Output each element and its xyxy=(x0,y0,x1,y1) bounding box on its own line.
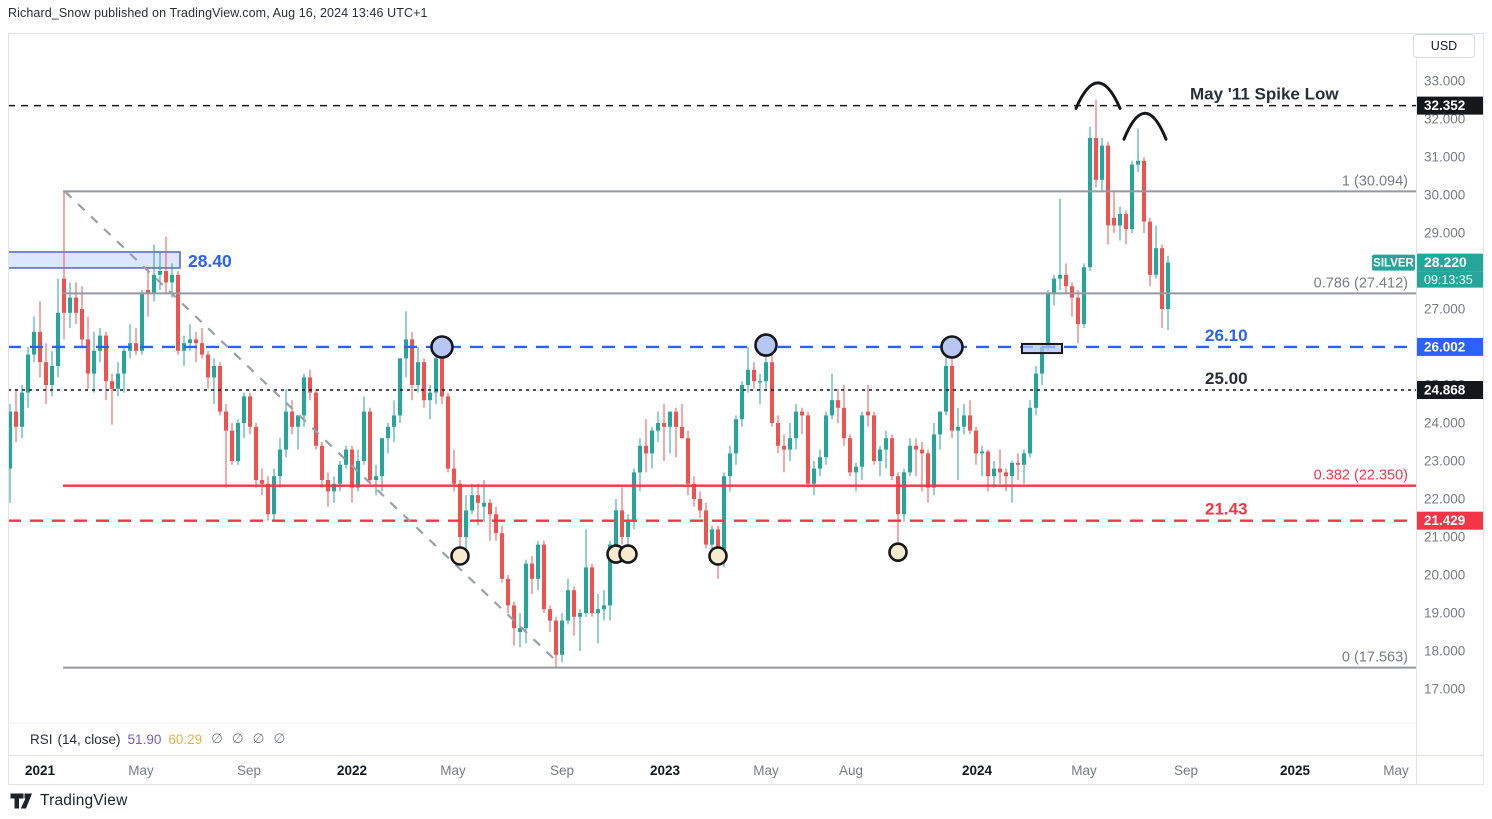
svg-text:32.352: 32.352 xyxy=(1424,98,1465,113)
svg-text:29.000: 29.000 xyxy=(1424,225,1465,240)
svg-text:May '11 Spike Low: May '11 Spike Low xyxy=(1190,85,1339,104)
svg-text:17.000: 17.000 xyxy=(1424,681,1465,696)
rsi-hidden-plot-icon: ∅ xyxy=(211,731,223,746)
svg-text:23.000: 23.000 xyxy=(1424,453,1465,468)
price-levels[interactable]: May '11 Spike Low 1 (30.094) 0.786 (27.412… xyxy=(8,85,1416,669)
svg-text:2023: 2023 xyxy=(650,763,681,778)
svg-text:27.000: 27.000 xyxy=(1424,301,1465,316)
svg-text:Aug: Aug xyxy=(839,763,863,778)
svg-text:0 (17.563): 0 (17.563) xyxy=(1342,650,1408,666)
svg-text:0.382 (22.350): 0.382 (22.350) xyxy=(1314,468,1408,484)
svg-text:0.786 (27.412): 0.786 (27.412) xyxy=(1314,275,1408,291)
svg-text:2022: 2022 xyxy=(337,763,367,778)
svg-text:May: May xyxy=(128,763,154,778)
peak-arc-annotations[interactable] xyxy=(1074,81,1168,141)
svg-text:33.000: 33.000 xyxy=(1424,73,1465,88)
touch-circle-markers[interactable] xyxy=(430,333,964,566)
svg-text:24.000: 24.000 xyxy=(1424,415,1465,430)
tradingview-logo[interactable]: TradingView xyxy=(10,792,128,810)
svg-text:2021: 2021 xyxy=(25,763,56,778)
last-price-tag: 28.220 09:13:35 xyxy=(1417,253,1483,288)
svg-text:24.868: 24.868 xyxy=(1424,383,1466,398)
svg-text:21.000: 21.000 xyxy=(1424,529,1465,544)
supply-zone[interactable]: 28.40 xyxy=(8,251,232,271)
svg-text:Sep: Sep xyxy=(550,763,574,778)
svg-text:1 (30.094): 1 (30.094) xyxy=(1342,173,1408,189)
pane-borders xyxy=(8,33,1484,785)
time-scale[interactable]: 2021 May Sep 2022 May Sep 2023 May Aug 2024 May Sep… xyxy=(25,763,1409,778)
svg-text:28.40: 28.40 xyxy=(188,251,232,271)
svg-text:28.220: 28.220 xyxy=(1424,254,1467,270)
tradingview-logo-icon xyxy=(10,793,33,809)
svg-text:May: May xyxy=(440,763,466,778)
rsi-ma-value: 60.29 xyxy=(168,731,203,747)
svg-text:21.43: 21.43 xyxy=(1205,500,1248,519)
svg-text:22.000: 22.000 xyxy=(1424,491,1465,506)
svg-text:19.000: 19.000 xyxy=(1424,605,1465,620)
svg-text:Sep: Sep xyxy=(237,763,261,778)
svg-text:2024: 2024 xyxy=(962,763,993,778)
candles xyxy=(8,99,1170,668)
currency-toggle-button[interactable]: USD xyxy=(1413,34,1475,58)
rsi-value: 51.90 xyxy=(127,731,162,747)
price-chart-canvas[interactable]: 28.40 May '11 Spike Low 1 (30.094) 0.786 (2… xyxy=(8,33,1484,785)
tradingview-logo-text: TradingView xyxy=(40,792,128,809)
svg-text:26.002: 26.002 xyxy=(1424,339,1465,354)
rsi-hidden-plot-icon: ∅ xyxy=(273,731,286,746)
svg-text:18.000: 18.000 xyxy=(1424,643,1465,658)
breakout-box-marker[interactable] xyxy=(1021,342,1063,355)
svg-text:May: May xyxy=(1071,763,1097,778)
svg-text:21.429: 21.429 xyxy=(1424,513,1465,528)
symbol-price-label: SILVER xyxy=(1372,254,1415,271)
rsi-hidden-plot-icon: ∅ xyxy=(252,731,265,746)
downtrend-line[interactable] xyxy=(64,190,558,663)
svg-text:30.000: 30.000 xyxy=(1424,187,1465,202)
svg-text:May: May xyxy=(753,763,779,778)
rsi-legend: RSI (14, close) 51.90 60.29 ∅ ∅ ∅ ∅ xyxy=(30,731,285,747)
svg-text:26.10: 26.10 xyxy=(1205,326,1248,345)
currency-toggle-label: USD xyxy=(1430,39,1458,53)
svg-text:25.00: 25.00 xyxy=(1205,369,1248,388)
svg-text:May: May xyxy=(1383,763,1409,778)
svg-text:20.000: 20.000 xyxy=(1424,567,1465,582)
rsi-hidden-plot-icon: ∅ xyxy=(231,731,244,746)
svg-text:SILVER: SILVER xyxy=(1373,258,1414,270)
svg-text:31.000: 31.000 xyxy=(1424,149,1465,164)
chart-frame: 28.40 May '11 Spike Low 1 (30.094) 0.786 (2… xyxy=(8,33,1484,785)
svg-text:09:13:35: 09:13:35 xyxy=(1424,273,1473,287)
price-axis-tags: 32.352 26.002 24.868 21.429 SILVER 28.22… xyxy=(1372,96,1483,530)
rsi-params: (14, close) xyxy=(57,731,121,747)
svg-text:Sep: Sep xyxy=(1174,763,1198,778)
svg-text:32.000: 32.000 xyxy=(1424,111,1465,126)
publish-byline: Richard_Snow published on TradingView.co… xyxy=(8,6,428,20)
svg-text:2025: 2025 xyxy=(1280,763,1311,778)
rsi-title: RSI xyxy=(30,731,53,747)
